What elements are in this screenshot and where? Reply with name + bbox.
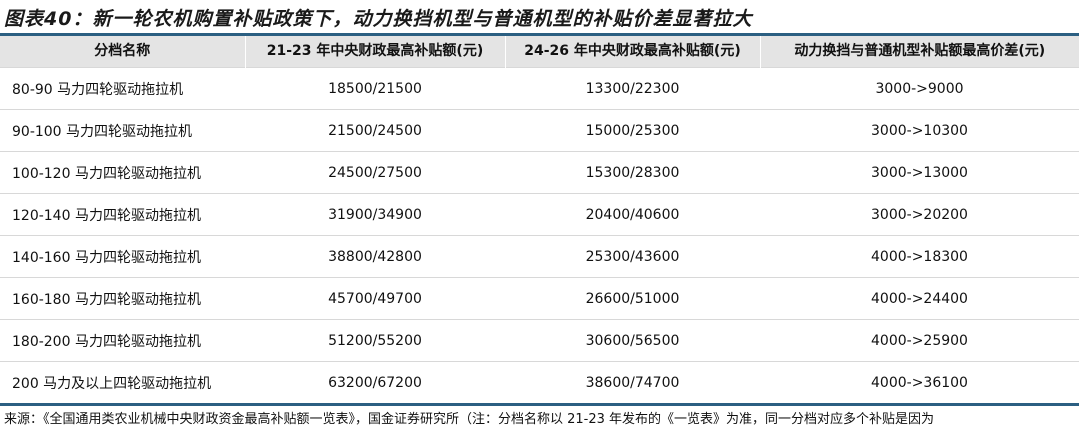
table-row: 200 马力及以上四轮驱动拖拉机 63200/67200 38600/74700 40… <box>0 361 1079 405</box>
max-price-gap: 4000->18300 <box>760 235 1079 278</box>
subsidy-21-23: 63200/67200 <box>245 361 505 405</box>
tier-name: 80-90 马力四轮驱动拖拉机 <box>0 67 245 110</box>
subsidy-21-23: 38800/42800 <box>245 235 505 278</box>
subsidy-21-23: 24500/27500 <box>245 151 505 194</box>
header-cell: 21-23 年中央财政最高补贴额(元) <box>244 34 505 68</box>
table-row: 160-180 马力四轮驱动拖拉机 45700/49700 26600/51000 4… <box>0 277 1079 320</box>
tier-name: 120-140 马力四轮驱动拖拉机 <box>0 193 245 236</box>
subsidy-21-23: 21500/24500 <box>245 109 505 152</box>
figure-title: 图表40：新一轮农机购置补贴政策下，动力换挡机型与普通机型的补贴价差显著拉大 <box>4 8 753 30</box>
max-price-gap: 3000->10300 <box>760 109 1079 152</box>
tier-name: 100-120 马力四轮驱动拖拉机 <box>0 151 245 194</box>
subsidy-24-26: 20400/40600 <box>505 193 760 236</box>
header-cell: 分档名称 <box>0 34 245 68</box>
max-price-gap: 4000->36100 <box>760 361 1079 405</box>
max-price-gap: 3000->20200 <box>760 193 1079 236</box>
subsidy-24-26: 15300/28300 <box>505 151 760 194</box>
subsidy-table: 分档名称 21-23 年中央财政最高补贴额(元) 24-26 年中央财政最高补贴… <box>0 33 1079 406</box>
subsidy-24-26: 26600/51000 <box>505 277 760 320</box>
subsidy-21-23: 31900/34900 <box>245 193 505 236</box>
table-row: 140-160 马力四轮驱动拖拉机 38800/42800 25300/43600 4… <box>0 235 1079 278</box>
max-price-gap: 3000->9000 <box>760 67 1079 110</box>
table-row: 120-140 马力四轮驱动拖拉机 31900/34900 20400/40600 3… <box>0 193 1079 236</box>
subsidy-24-26: 13300/22300 <box>505 67 760 110</box>
subsidy-24-26: 15000/25300 <box>505 109 760 152</box>
table-row: 90-100 马力四轮驱动拖拉机 21500/24500 15000/25300 30… <box>0 109 1079 152</box>
tier-name: 180-200 马力四轮驱动拖拉机 <box>0 319 245 362</box>
header-cell: 24-26 年中央财政最高补贴额(元) <box>504 34 760 68</box>
subsidy-24-26: 25300/43600 <box>505 235 760 278</box>
max-price-gap: 4000->25900 <box>760 319 1079 362</box>
header-row: 分档名称 21-23 年中央财政最高补贴额(元) 24-26 年中央财政最高补贴… <box>0 34 1079 68</box>
subsidy-24-26: 30600/56500 <box>505 319 760 362</box>
tier-name: 140-160 马力四轮驱动拖拉机 <box>0 235 245 278</box>
table-row: 100-120 马力四轮驱动拖拉机 24500/27500 15300/28300 3… <box>0 151 1079 194</box>
max-price-gap: 4000->24400 <box>760 277 1079 320</box>
tier-name: 160-180 马力四轮驱动拖拉机 <box>0 277 245 320</box>
max-price-gap: 3000->13000 <box>760 151 1079 194</box>
subsidy-21-23: 51200/55200 <box>245 319 505 362</box>
tier-name: 90-100 马力四轮驱动拖拉机 <box>0 109 245 152</box>
subsidy-24-26: 38600/74700 <box>505 361 760 405</box>
header-cell: 动力换挡与普通机型补贴额最高价差(元) <box>759 34 1079 68</box>
subsidy-21-23: 45700/49700 <box>245 277 505 320</box>
table-row: 80-90 马力四轮驱动拖拉机 18500/21500 13300/22300 300… <box>0 67 1079 110</box>
tier-name: 200 马力及以上四轮驱动拖拉机 <box>0 361 245 405</box>
subsidy-21-23: 18500/21500 <box>245 67 505 110</box>
table-row: 180-200 马力四轮驱动拖拉机 51200/55200 30600/56500 4… <box>0 319 1079 362</box>
source-note: 来源：《全国通用类农业机械中央财政资金最高补贴额一览表》，国金证券研究所（注：分… <box>4 412 935 427</box>
